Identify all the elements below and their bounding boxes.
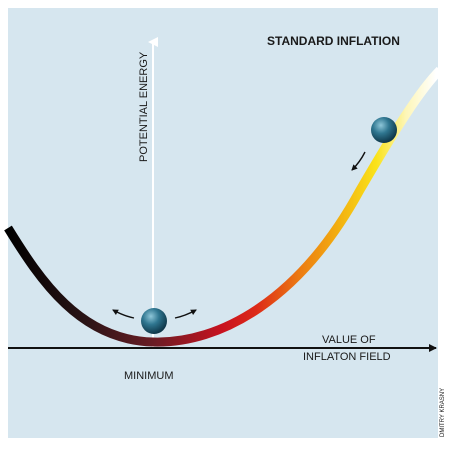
roll-down-arrow-icon (351, 151, 366, 171)
ball-icon (141, 308, 167, 334)
potential-curve (4, 66, 444, 347)
y-axis-label: POTENTIAL ENERGY (138, 51, 150, 162)
diagram-title: STANDARD INFLATION (267, 34, 400, 48)
image-credit: DMITRY KRASNY (440, 388, 446, 437)
minimum-label: MINIMUM (124, 370, 174, 382)
x-axis-label-line2: INFLATON FIELD (303, 351, 391, 363)
roll-arrow-left-icon (112, 309, 135, 319)
x-axis-label-line1: VALUE OF (322, 334, 376, 346)
ball-icon (371, 117, 397, 143)
panel-background (8, 8, 438, 438)
roll-arrow-right-icon (174, 309, 197, 319)
